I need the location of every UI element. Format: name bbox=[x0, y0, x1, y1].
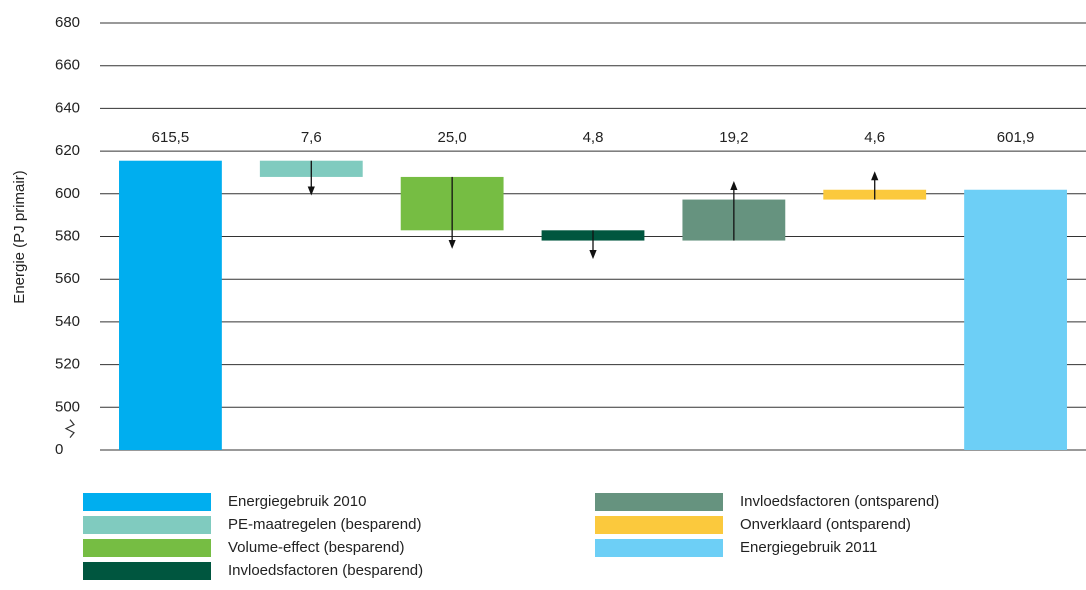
legend-label: Energiegebruik 2010 bbox=[228, 493, 366, 510]
y-tick-label: 500 bbox=[55, 398, 80, 415]
y-tick-label: 0 bbox=[55, 441, 63, 458]
y-tick-label: 640 bbox=[55, 99, 80, 116]
legend-label: Invloedsfactoren (ontsparend) bbox=[740, 493, 939, 510]
legend-swatch bbox=[83, 562, 211, 580]
bar bbox=[964, 189, 1067, 450]
legend-label: Invloedsfactoren (besparend) bbox=[228, 562, 423, 579]
legend-swatch bbox=[595, 539, 723, 557]
y-tick-label: 560 bbox=[55, 270, 80, 287]
value-label: 7,6 bbox=[301, 129, 322, 146]
y-tick-label: 620 bbox=[55, 142, 80, 159]
legend-swatch bbox=[83, 493, 211, 511]
value-label: 601,9 bbox=[997, 129, 1035, 146]
y-tick-label: 540 bbox=[55, 313, 80, 330]
legend-label: PE-maatregelen (besparend) bbox=[228, 516, 421, 533]
legend-swatch bbox=[595, 516, 723, 534]
value-label: 4,6 bbox=[864, 129, 885, 146]
bar bbox=[119, 160, 222, 450]
legend-swatch bbox=[595, 493, 723, 511]
value-label: 615,5 bbox=[152, 129, 190, 146]
legend-swatch bbox=[83, 516, 211, 534]
y-tick-label: 680 bbox=[55, 14, 80, 31]
value-label: 4,8 bbox=[583, 129, 604, 146]
y-tick-label: 520 bbox=[55, 356, 80, 373]
y-tick-label: 600 bbox=[55, 185, 80, 202]
legend-label: Energiegebruik 2011 bbox=[740, 539, 877, 556]
legend-label: Volume-effect (besparend) bbox=[228, 539, 405, 556]
legend-swatch bbox=[83, 539, 211, 557]
value-label: 19,2 bbox=[719, 129, 748, 146]
value-label: 25,0 bbox=[438, 129, 467, 146]
axis-break bbox=[64, 419, 75, 439]
legend-label: Onverklaard (ontsparend) bbox=[740, 516, 911, 533]
y-axis-label: Energie (PJ primair) bbox=[11, 170, 28, 303]
y-tick-label: 660 bbox=[55, 57, 80, 74]
y-tick-label: 580 bbox=[55, 227, 80, 244]
